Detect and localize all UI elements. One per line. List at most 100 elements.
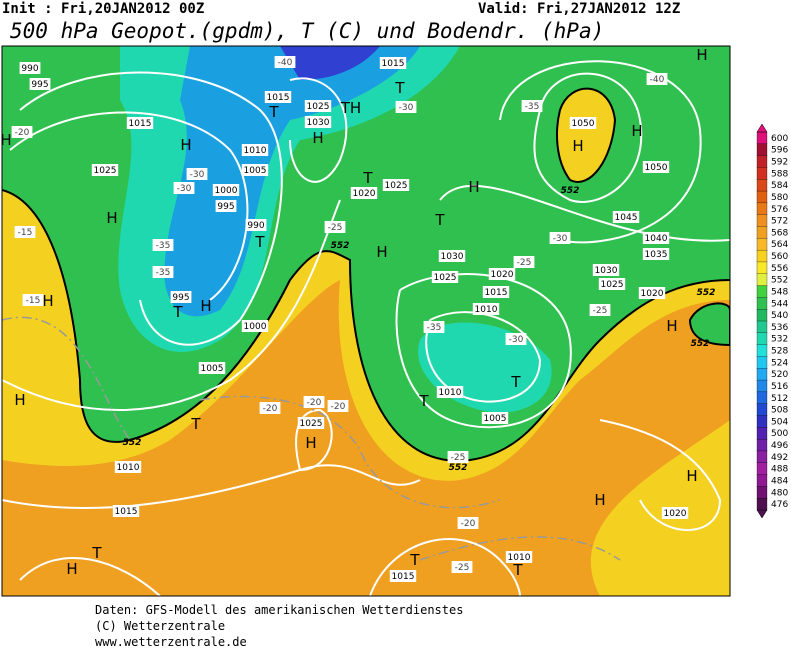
pressure-label: 990 <box>247 221 264 231</box>
colorbar-label: 532 <box>771 335 788 345</box>
field-green-2 <box>688 302 730 347</box>
colorbar-cell <box>756 332 768 346</box>
colorbar-cell <box>756 249 768 263</box>
init-text: Init : Fri,20JAN2012 00Z <box>2 1 204 17</box>
temperature-label: -20 <box>461 519 476 529</box>
pressure-label-box <box>350 187 378 199</box>
temperature-label-box <box>513 256 535 268</box>
colorbar-label: 520 <box>771 370 788 380</box>
colorbar-cell <box>756 297 768 310</box>
temperature-label-box <box>173 182 195 194</box>
pressure-label: 1010 <box>117 463 140 473</box>
pressure-center: T <box>409 551 420 569</box>
colorbar-label: 536 <box>771 323 788 333</box>
temperature-label: -25 <box>455 563 470 573</box>
colorbar-cell <box>756 498 768 511</box>
pressure-label: 1025 <box>307 102 330 112</box>
contour-label: 552 <box>697 288 716 298</box>
pressure-center: T <box>512 561 523 579</box>
temperature-label-box <box>303 396 325 408</box>
field-blue <box>164 46 420 317</box>
pressure-label: 995 <box>217 202 234 212</box>
temperature-label-box <box>589 304 611 316</box>
colorbar-label: 484 <box>771 476 788 486</box>
field-darkblue <box>280 46 380 80</box>
pressure-label-box <box>638 287 666 299</box>
colorbar-cell <box>756 415 768 428</box>
pressure-label: 1005 <box>484 414 507 424</box>
colorbar-label: 512 <box>771 394 788 404</box>
pressure-center: TH <box>340 99 361 117</box>
colorbar-bottom <box>756 509 768 519</box>
pressure-label: 1030 <box>441 252 464 262</box>
temperature-label-box <box>395 101 417 113</box>
temperature-label-box <box>259 402 281 414</box>
contour-552 <box>2 189 730 462</box>
pressure-center: H <box>14 391 25 409</box>
temperature-label: -35 <box>156 268 171 278</box>
footer-line: www.wetterzentrale.de <box>95 635 247 648</box>
colorbar: 6005965925885845805765725685645605565525… <box>756 123 788 519</box>
map-field <box>2 46 730 596</box>
pressure-label: 1045 <box>615 213 638 223</box>
pressure-label-box <box>91 164 119 176</box>
colorbar-label: 592 <box>771 158 788 168</box>
temperature-label-box <box>505 333 527 345</box>
temperature-label-box <box>447 451 469 463</box>
pressure-label: 990 <box>21 64 38 74</box>
pressure-label-box <box>198 362 226 374</box>
temperature-label: -15 <box>18 228 33 238</box>
colorbar-label: 584 <box>771 181 788 191</box>
colorbar-label: 508 <box>771 406 788 416</box>
temperature-label-box <box>457 517 479 529</box>
pressure-label-box <box>245 219 267 231</box>
colorbar-cell <box>756 344 768 358</box>
pressure-label-box <box>379 57 407 69</box>
footer-line: (C) Wetterzentrale <box>95 619 225 633</box>
pressure-center: H <box>376 243 387 261</box>
pressure-center: T <box>190 415 201 433</box>
temperature-label: -25 <box>451 453 466 463</box>
temperature-label: -30 <box>399 103 414 113</box>
pressure-center: H <box>42 292 53 310</box>
colorbar-cell <box>756 474 768 488</box>
pressure-label: 1015 <box>485 288 508 298</box>
pressure-label: 1050 <box>572 119 595 129</box>
pressure-center: T <box>418 392 429 410</box>
temperature-label: -25 <box>517 258 532 268</box>
pressure-center: H <box>686 467 697 485</box>
valid-text: Valid: Fri,27JAN2012 12Z <box>478 1 680 17</box>
pressure-label-box <box>382 179 410 191</box>
pressure-center: H <box>180 136 191 154</box>
pressure-label-box <box>114 461 142 473</box>
pressure-label-box <box>126 117 154 129</box>
pressure-label: 1000 <box>215 186 238 196</box>
colorbar-cell <box>756 356 768 369</box>
colorbar-label: 588 <box>771 169 788 179</box>
pressure-center: H <box>468 178 479 196</box>
pressure-label: 1030 <box>307 118 330 128</box>
colorbar-cell <box>756 179 768 192</box>
pressure-center: T <box>510 373 521 391</box>
temperature-label: -30 <box>553 234 568 244</box>
temperature-label: -35 <box>156 241 171 251</box>
temperature-label: -40 <box>650 75 665 85</box>
colorbar-label: 480 <box>771 488 788 498</box>
pressure-label-box <box>438 250 466 262</box>
colorbar-label: 572 <box>771 217 788 227</box>
pressure-center: H <box>66 560 77 578</box>
pressure-label: 1040 <box>645 234 668 244</box>
colorbar-label: 496 <box>771 441 788 451</box>
contour-label: 552 <box>691 339 710 349</box>
pressure-center: T <box>268 103 279 121</box>
colorbar-cell <box>756 427 768 440</box>
colorbar-cell <box>756 131 768 145</box>
colorbar-cell <box>756 190 768 204</box>
temperature-label: -25 <box>328 223 343 233</box>
pressure-label: 1015 <box>392 572 415 582</box>
colorbar-label: 488 <box>771 465 788 475</box>
pressure-label-box <box>241 320 269 332</box>
pressure-label-box <box>389 570 417 582</box>
temperature-label: -35 <box>525 102 540 112</box>
